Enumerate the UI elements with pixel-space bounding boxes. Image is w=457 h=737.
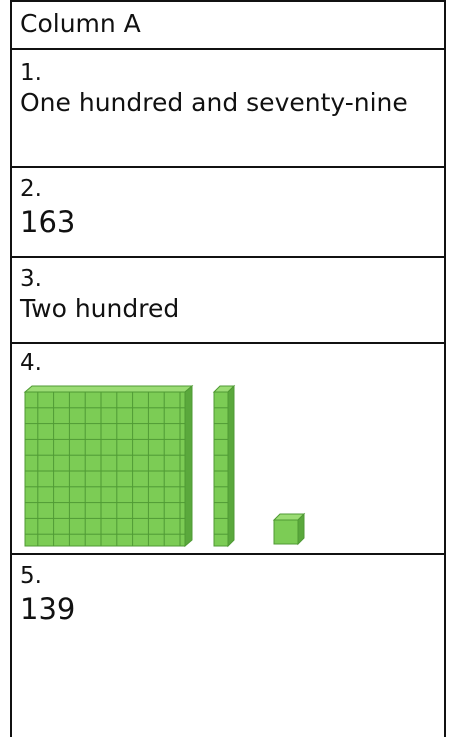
- row-number: 2.: [20, 176, 42, 202]
- row-text: One hundred and seventy-nine: [20, 88, 408, 117]
- row-text: Two hundred: [20, 294, 180, 323]
- row-text: 163: [20, 205, 76, 239]
- row: 4.: [12, 342, 444, 553]
- row-text: 139: [20, 592, 76, 626]
- base-ten-blocks: [23, 384, 306, 548]
- row: 2. 163: [12, 166, 444, 256]
- header: Column A: [20, 9, 141, 38]
- row: 1. One hundred and seventy-nine: [12, 48, 444, 166]
- row-number: 5.: [20, 563, 42, 589]
- unit-cube: [272, 512, 306, 546]
- header-row: Column A: [12, 0, 444, 48]
- row-number: 1.: [20, 60, 42, 86]
- row: 3. Two hundred: [12, 256, 444, 342]
- hundred-flat: [23, 384, 194, 548]
- table: Column A 1. One hundred and seventy-nine…: [10, 0, 446, 737]
- ten-rod: [212, 384, 236, 548]
- row-number: 4.: [20, 350, 42, 376]
- row: 5. 139: [12, 553, 444, 737]
- row-number: 3.: [20, 266, 42, 292]
